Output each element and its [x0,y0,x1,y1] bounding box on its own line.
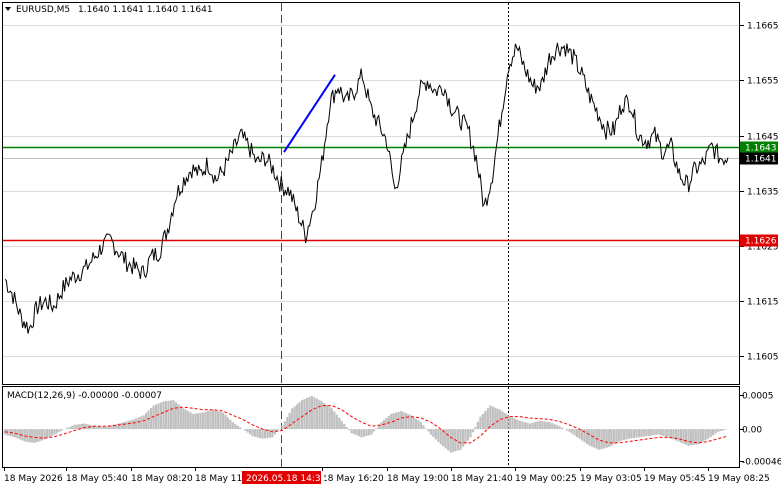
y-tick-label: 1.1645 [747,133,779,143]
level-badge [740,234,778,247]
y-tick-label: 1.1665 [747,22,779,32]
x-tick-label: 19 May 08:25 [708,474,770,484]
time-marker-badge [242,471,321,484]
x-tick-label: 18 May 2026 [4,474,63,484]
y-tick-label: 1.1655 [747,77,779,87]
price-axis: 1.1665 1.1655 1.1645 1.1635 1.1625 1.1615 1.16… [739,22,779,363]
y-tick-label: 1.1635 [747,188,779,198]
x-tick-label: 18 May 21:40 [451,474,513,484]
level-label: 1.1626 [745,237,777,247]
time-axis: 18 May 2026 18 May 05:40 18 May 08:20 18 Ma… [4,467,770,484]
grid [3,25,739,357]
trend-line-segment[interactable] [283,74,336,153]
x-tick-label: 18 May 19:00 [387,474,449,484]
price-series [4,42,729,334]
price-levels [3,146,739,242]
macd-signal-line [4,405,729,444]
time-marker-label: 2026.05.18 14:35 [246,474,326,484]
macd-axis: 0.0005 0.00 -0.00046 [739,392,781,468]
price-pane [2,2,740,385]
x-tick-label: 19 May 05:45 [644,474,706,484]
x-tick-label: 18 May 05:40 [66,474,128,484]
current-price-label: 1.1641 [745,155,777,165]
macd-series [3,395,729,453]
level-badge [740,141,778,154]
y-tick-label: 1.1625 [747,243,779,253]
macd-label: MACD(12,26,9) -0.00000 -0.00007 [7,391,162,401]
ohlc-values: 1.1640 1.1641 1.1640 1.1641 [78,5,213,15]
x-tick-label: 18 May 08:20 [131,474,193,484]
macd-tick-label: 0.00 [742,426,762,436]
price-line [4,42,729,334]
macd-tick-label: -0.00046 [742,458,781,468]
triangle-down-icon[interactable] [5,7,11,11]
x-tick-label: 18 May 11: [195,474,245,484]
level-label: 1.1643 [745,144,777,154]
x-tick-label: 18 May 16:20 [322,474,384,484]
current-price-badge [740,152,778,165]
y-tick-label: 1.1605 [747,353,779,363]
y-tick-label: 1.1615 [747,298,779,308]
x-tick-label: 19 May 03:05 [580,474,642,484]
symbol-label: EURUSD,M5 [16,5,70,15]
x-tick-label: 19 May 00:25 [515,474,577,484]
trend-line[interactable] [283,74,336,153]
macd-tick-label: 0.0005 [742,392,774,402]
vertical-markers [281,3,509,467]
